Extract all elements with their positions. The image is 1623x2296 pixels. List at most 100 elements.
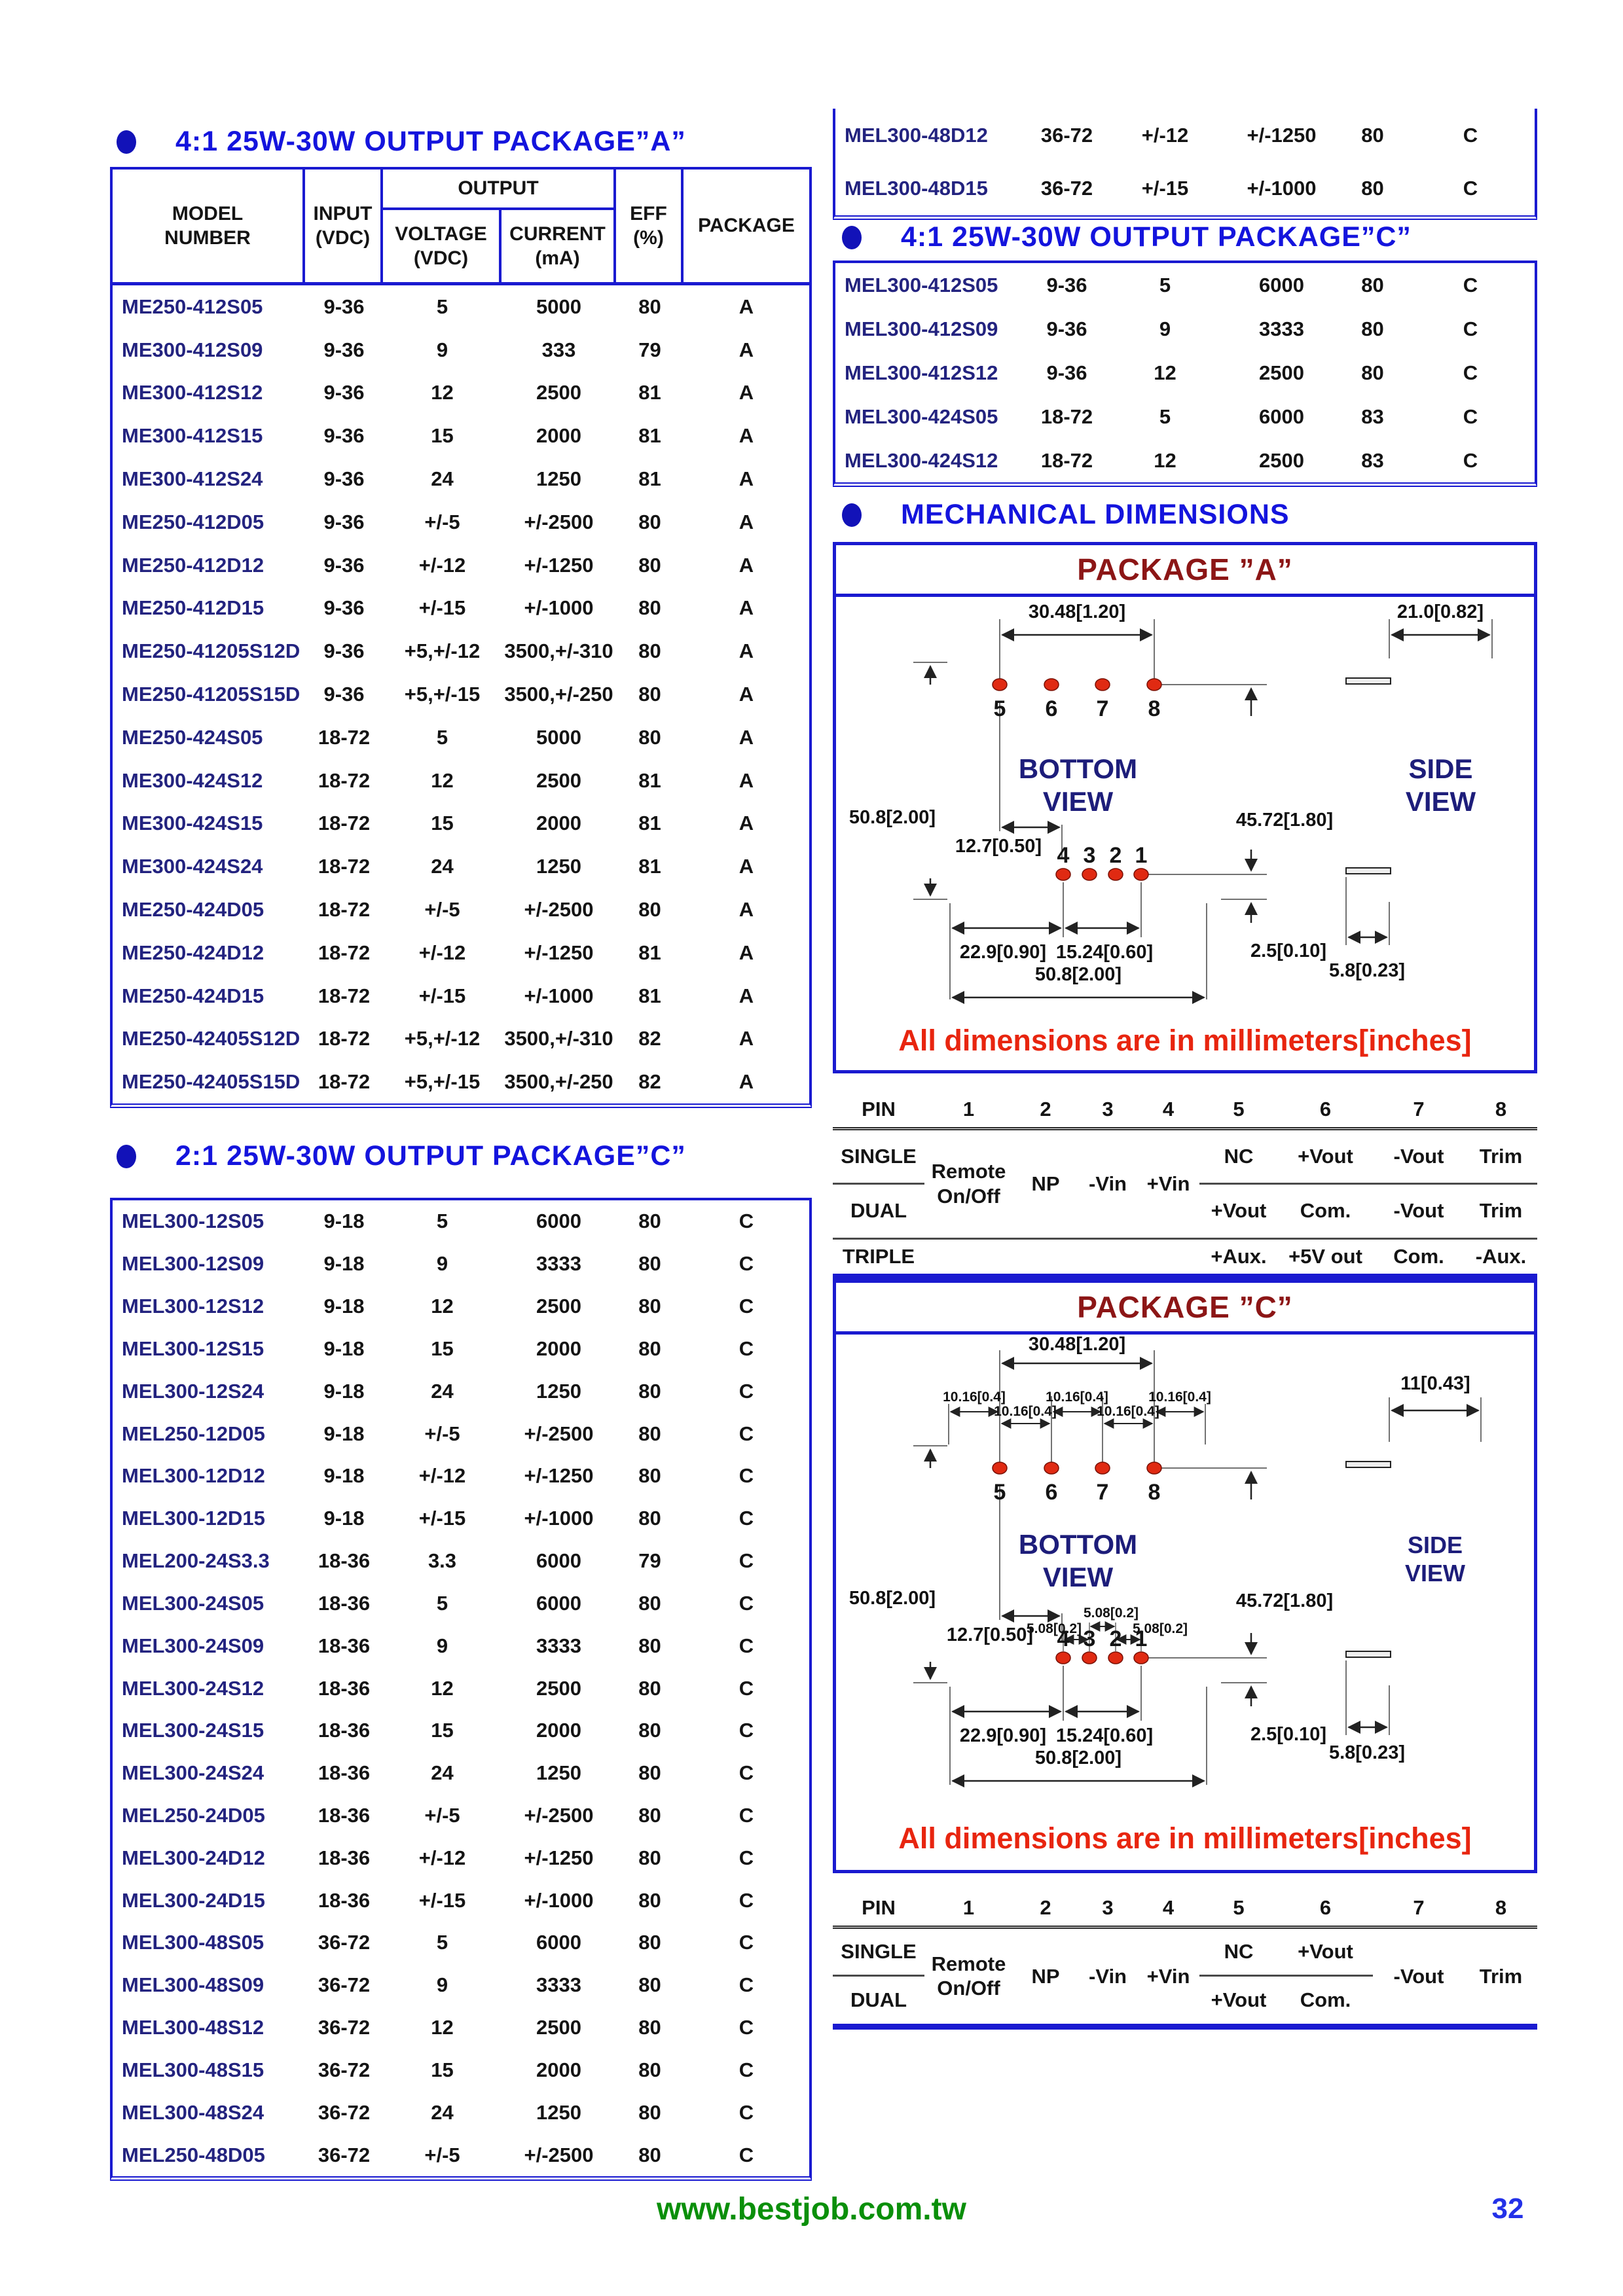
pin-header-cell: 2 [1013,1890,1078,1929]
cell-current: 2500 [536,381,581,404]
cell-current: 2000 [536,812,581,835]
cell-voltage: +/-12 [418,941,466,964]
cell-voltage: 15 [431,1719,454,1742]
cell-eff: 80 [638,683,661,706]
cell-input: 18-36 [318,1549,371,1573]
cell-input: 9-36 [323,510,365,533]
pin-cell-pvin: +Vin [1146,1964,1190,1988]
pin-cell: NC [1199,1927,1278,1977]
pin-row-single: SINGLE Remote On/Off NP -Vin +Vin NC +Vo… [833,1927,1537,2000]
cell-current: 3500,+/-250 [504,683,613,706]
cell-eff: 80 [1361,177,1384,200]
cell-current: 2000 [536,424,581,448]
cell-model: ME250-41205S12D [122,639,301,663]
cell-model: ME250-424D05 [122,898,264,922]
dim-inner-small: 5.08[0.2] [1083,1605,1139,1621]
row-label-dual: DUAL [850,1988,907,2012]
cell-input: 36-72 [1040,123,1093,147]
cell-eff: 80 [638,510,661,533]
cell-model: MEL300-48D15 [845,177,988,200]
pin-cell: -Vout [1373,1183,1465,1240]
package-c-box: PACKAGE ”C” [833,1280,1537,1873]
cell-current: 3333 [1259,317,1304,340]
cell-current: 3333 [536,1252,581,1276]
cell-eff: 81 [638,424,661,448]
bullet-icon [117,1144,136,1168]
cell-eff: 81 [638,941,661,964]
cell-package: C [739,1846,754,1869]
cell-package: A [739,596,754,620]
cell-model: ME300-424S12 [122,768,263,792]
cell-current: 3333 [536,1973,581,1997]
dim-bottom-full: 50.8[2.00] [1034,964,1122,985]
table-row: MEL300-24S09 18-36 9 3333 80 C [113,1624,809,1667]
pin-number: 7 [1096,1480,1109,1505]
cell-eff: 81 [638,467,661,491]
dim-side-width: 21.0[0.82] [1396,601,1484,622]
cell-model: MEL300-12S05 [122,1210,264,1233]
cell-input: 18-36 [318,1846,371,1869]
bullet-icon [842,225,862,249]
dim-left: 50.8[2.00] [848,807,936,828]
pin-number: 1 [1135,843,1148,868]
cell-current: 2000 [536,2058,581,2081]
dim-bottom-mid: 15.24[0.60] [1055,942,1154,963]
bullet-icon [117,130,136,154]
cell-eff: 79 [638,338,661,361]
cell-voltage: +5,+/-12 [404,639,481,663]
section-title-text: 4:1 25W-30W OUTPUT PACKAGE”C” [901,221,1412,253]
section-title-text: 2:1 25W-30W OUTPUT PACKAGE”C” [175,1140,686,1172]
cell-model: MEL300-424S12 [845,448,998,472]
cell-input: 9-18 [323,1464,365,1488]
dim-inner: 12.7[0.50] [955,836,1042,857]
cell-model: ME250-424D12 [122,941,264,964]
cell-input: 36-72 [318,2058,371,2081]
cell-current: +/-2500 [524,1804,594,1827]
pin-number: 7 [1096,696,1109,721]
cell-eff: 80 [638,295,661,318]
pin-number: 5 [993,696,1006,721]
cell-package: C [1463,273,1478,296]
pin-cell: Com. [1393,1245,1444,1268]
cell-model: ME300-424S15 [122,812,263,835]
col-header-current: CURRENT (mA) [501,210,616,282]
pin-table-a: PIN 1 2 3 4 5 6 7 8 SINGLE Remote On/Off… [833,1092,1537,1274]
pin-cell-nvin: -Vin [1078,1128,1137,1240]
cell-current: 333 [541,338,576,361]
cell-input: 18-72 [1040,448,1093,472]
cell-input: 18-72 [318,1070,371,1094]
cell-model: MEL300-48S12 [122,2016,264,2039]
table-row: ME250-412D05 9-36 +/-5 +/-2500 80 A [113,501,809,544]
table-row: MEL300-12D15 9-18 +/-15 +/-1000 80 C [113,1498,809,1540]
pin-number: 6 [1045,696,1058,721]
cell-package: C [739,1804,754,1827]
cell-input: 18-36 [318,1761,371,1785]
table-row: ME250-41205S12D 9-36 +5,+/-12 3500,+/-31… [113,630,809,673]
cell-model: MEL300-48S05 [122,1931,264,1954]
cell-eff: 80 [638,1719,661,1742]
cell-input: 36-72 [318,2100,371,2124]
pin-row-dual: DUAL +Vout Com. [833,1975,1537,2024]
table-row: MEL300-424S12 18-72 12 2500 83 C [835,439,1535,482]
cell-model: MEL300-24S09 [122,1634,264,1657]
cell-input: 9-36 [323,683,365,706]
pin-header-cell: 5 [1199,1890,1278,1929]
table-row: ME250-412D15 9-36 +/-15 +/-1000 80 A [113,587,809,630]
cell-current: 6000 [1259,404,1304,428]
cell-voltage: +/-5 [424,1422,460,1445]
cell-eff: 80 [1361,361,1384,384]
cell-current: 6000 [536,1931,581,1954]
cell-model: MEL300-12D12 [122,1464,265,1488]
cell-current: 1250 [536,1761,581,1785]
cell-current: 6000 [536,1591,581,1615]
cell-package: C [739,1591,754,1615]
table-row: MEL300-48D12 36-72 +/-12 +/-1250 80 C [835,109,1535,162]
pin-header-cell: PIN [833,1890,924,1929]
cell-model: MEL300-12S12 [122,1295,264,1318]
cell-input: 9-18 [323,1336,365,1360]
table-row: MEL300-424S05 18-72 5 6000 83 C [835,395,1535,439]
pin-header-cell: 3 [1078,1890,1137,1929]
cell-eff: 81 [638,984,661,1007]
cell-current: 2500 [536,768,581,792]
pin-number: 4 [1057,843,1070,868]
